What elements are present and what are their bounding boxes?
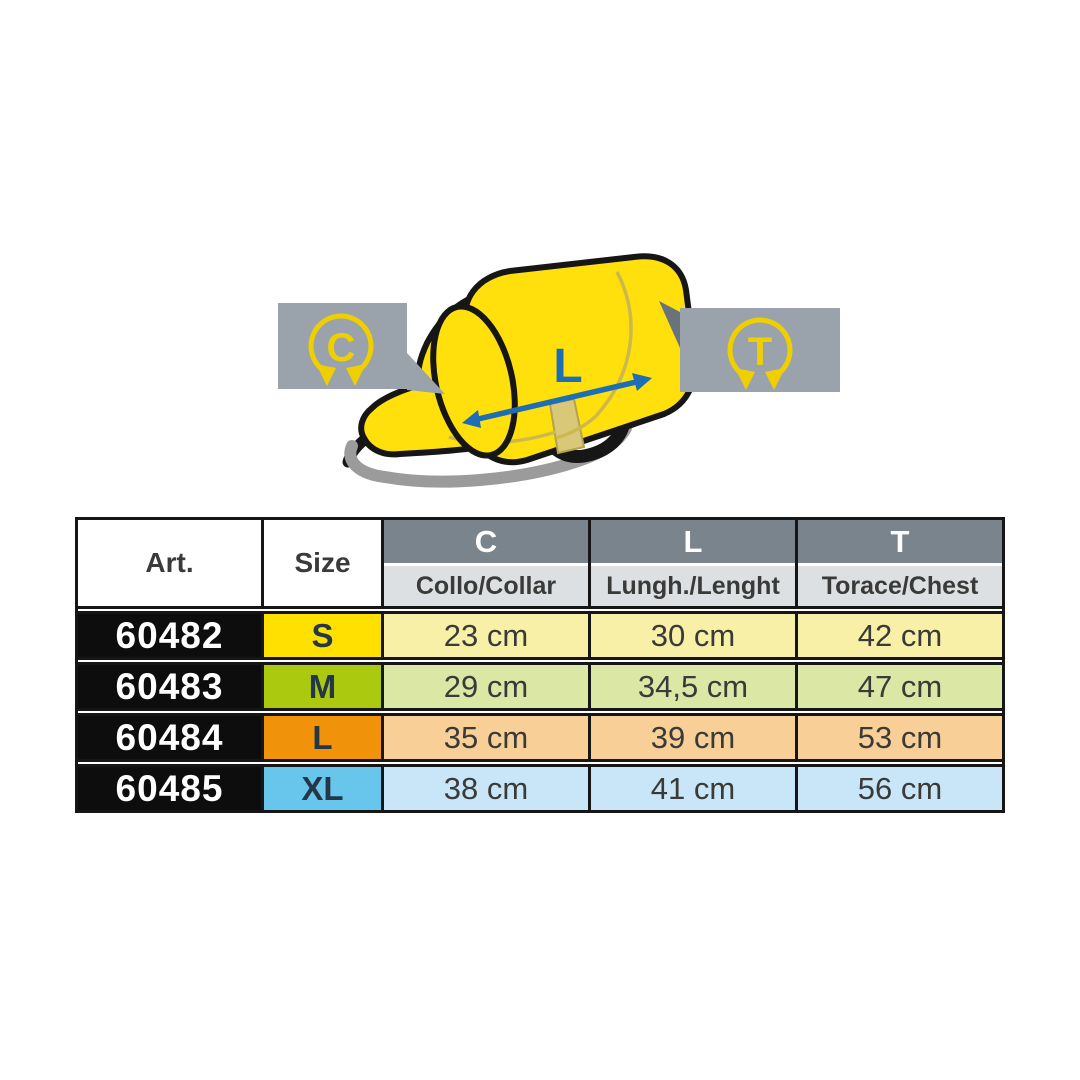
art-number-cell: 60483 [78, 665, 261, 708]
table-row: 60482 S 23 cm 30 cm 42 cm [78, 611, 1002, 660]
collar-value-cell: 23 cm [381, 614, 588, 657]
length-code: L [591, 520, 795, 566]
chest-value-cell: 56 cm [795, 767, 1002, 810]
size-cell: XL [261, 767, 381, 810]
chest-value-cell: 42 cm [795, 614, 1002, 657]
chest-letter: T [748, 330, 772, 374]
chest-code: T [798, 520, 1002, 566]
collar-rotation-icon: C [308, 313, 374, 386]
collar-value-cell: 29 cm [381, 665, 588, 708]
chest-name: Torace/Chest [798, 566, 1002, 606]
length-value-cell: 34,5 cm [588, 665, 795, 708]
chest-value-cell: 47 cm [795, 665, 1002, 708]
chest-callout-pointer [659, 301, 680, 348]
length-value-cell: 30 cm [588, 614, 795, 657]
art-number-cell: 60484 [78, 716, 261, 759]
length-letter: L [553, 340, 582, 393]
collar-value-cell: 38 cm [381, 767, 588, 810]
table-row: 60484 L 35 cm 39 cm 53 cm [78, 713, 1002, 762]
art-number-cell: 60485 [78, 767, 261, 810]
collar-name: Collo/Collar [384, 566, 588, 606]
table-body: 60482 S 23 cm 30 cm 42 cm 60483 M 29 cm … [78, 611, 1002, 810]
size-cell: L [261, 716, 381, 759]
collar-code: C [384, 520, 588, 566]
collar-letter: C [327, 326, 356, 370]
table-header-row: Art. Size C Collo/Collar L Lungh./Lenght… [78, 520, 1002, 609]
chest-rotation-icon: T [727, 317, 793, 390]
length-column-header: L Lungh./Lenght [588, 520, 795, 606]
length-arrow: L [462, 340, 652, 428]
art-number-cell: 60482 [78, 614, 261, 657]
collar-callout-pointer [407, 353, 445, 394]
chest-column-header: T Torace/Chest [795, 520, 1002, 606]
table-row: 60485 XL 38 cm 41 cm 56 cm [78, 764, 1002, 810]
size-cell: S [261, 614, 381, 657]
size-table: Art. Size C Collo/Collar L Lungh./Lenght… [75, 517, 1005, 813]
chest-callout: T [659, 301, 840, 392]
length-value-cell: 41 cm [588, 767, 795, 810]
length-name: Lungh./Lenght [591, 566, 795, 606]
collar-callout: C [278, 303, 445, 394]
art-column-header: Art. [78, 520, 261, 606]
chest-value-cell: 53 cm [795, 716, 1002, 759]
vest-measurement-diagram: C T L [278, 253, 840, 488]
size-cell: M [261, 665, 381, 708]
collar-value-cell: 35 cm [381, 716, 588, 759]
table-row: 60483 M 29 cm 34,5 cm 47 cm [78, 662, 1002, 711]
length-value-cell: 39 cm [588, 716, 795, 759]
vest-seam [555, 271, 633, 440]
collar-column-header: C Collo/Collar [381, 520, 588, 606]
size-column-header: Size [261, 520, 381, 606]
